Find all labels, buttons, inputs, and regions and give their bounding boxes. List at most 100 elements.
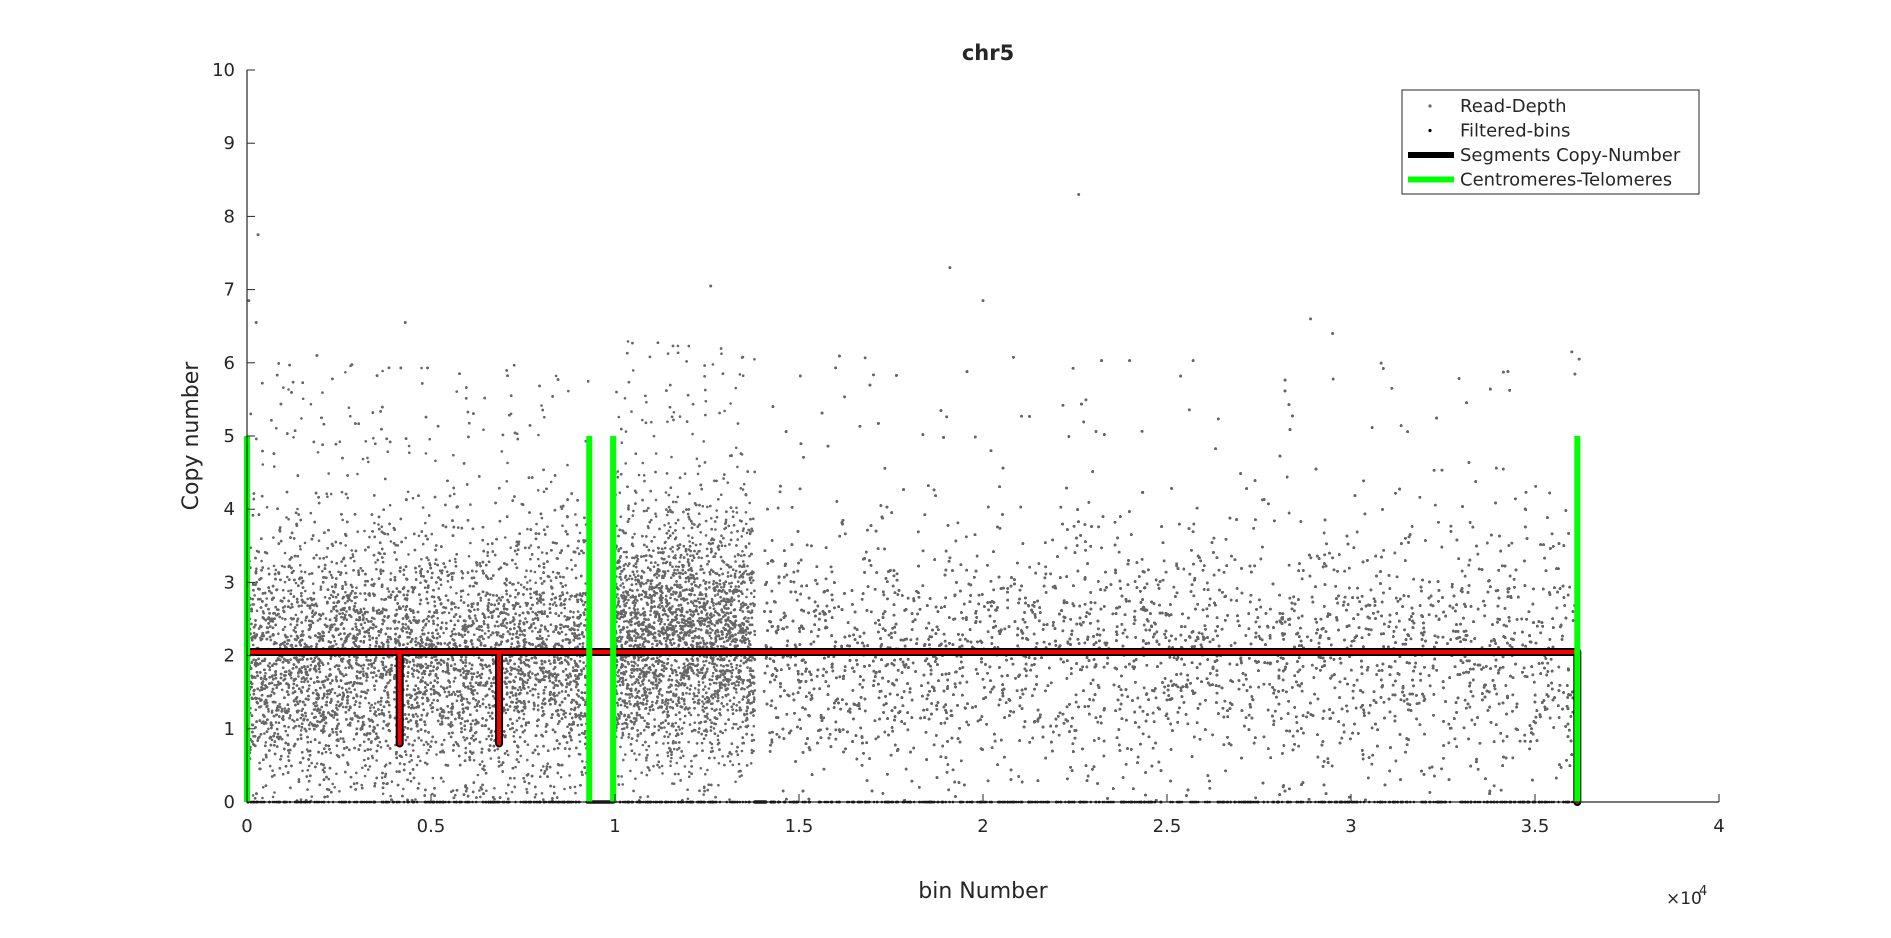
read-depth-point bbox=[493, 797, 496, 801]
read-depth-point bbox=[346, 496, 350, 500]
read-depth-point bbox=[250, 697, 254, 700]
read-depth-point bbox=[485, 737, 488, 741]
read-depth-point bbox=[464, 658, 467, 662]
read-depth-point bbox=[417, 782, 421, 785]
read-depth-point bbox=[405, 597, 409, 600]
read-depth-point bbox=[255, 567, 258, 570]
read-depth-point bbox=[470, 602, 474, 606]
read-depth-point bbox=[297, 778, 301, 781]
read-depth-point bbox=[377, 523, 380, 526]
read-depth-point bbox=[410, 759, 414, 762]
read-depth-point bbox=[277, 571, 281, 574]
read-depth-point bbox=[327, 630, 331, 634]
read-depth-point bbox=[483, 632, 487, 635]
read-depth-point bbox=[467, 555, 471, 558]
read-depth-point bbox=[387, 590, 391, 593]
read-depth-point bbox=[533, 570, 537, 574]
read-depth-point bbox=[452, 680, 456, 683]
read-depth-point bbox=[430, 740, 433, 743]
read-depth-point bbox=[540, 792, 544, 795]
read-depth-point bbox=[353, 688, 357, 691]
read-depth-point bbox=[531, 630, 534, 633]
read-depth-point bbox=[536, 704, 540, 707]
read-depth-point bbox=[563, 606, 566, 610]
read-depth-point bbox=[274, 568, 278, 572]
read-depth-point bbox=[325, 555, 328, 559]
read-depth-point bbox=[290, 602, 294, 606]
read-depth-point bbox=[324, 675, 328, 679]
read-depth-point bbox=[283, 565, 286, 569]
read-depth-point bbox=[482, 620, 486, 623]
read-depth-point bbox=[475, 675, 479, 678]
read-depth-point bbox=[349, 556, 353, 560]
read-depth-point bbox=[283, 625, 287, 629]
read-depth-point bbox=[576, 610, 580, 613]
read-depth-point bbox=[431, 776, 435, 780]
read-depth-point bbox=[542, 490, 546, 494]
read-depth-point bbox=[369, 748, 372, 751]
read-depth-point bbox=[316, 451, 320, 454]
read-depth-point bbox=[406, 490, 410, 494]
read-depth-point bbox=[366, 456, 369, 460]
read-depth-point bbox=[271, 769, 274, 772]
read-depth-point bbox=[272, 536, 275, 539]
read-depth-point bbox=[536, 557, 540, 561]
read-depth-point bbox=[559, 775, 563, 779]
read-depth-point bbox=[343, 580, 347, 584]
read-depth-point bbox=[472, 759, 476, 762]
read-depth-point bbox=[542, 765, 545, 768]
read-depth-point bbox=[318, 557, 322, 560]
read-depth-point bbox=[456, 526, 460, 529]
read-depth-point bbox=[370, 578, 374, 581]
read-depth-point bbox=[277, 680, 280, 684]
read-depth-point bbox=[251, 597, 255, 601]
read-depth-point bbox=[454, 793, 457, 797]
read-depth-point bbox=[324, 617, 328, 620]
read-depth-point bbox=[315, 553, 318, 557]
read-depth-point bbox=[429, 704, 432, 707]
read-depth-point bbox=[372, 436, 375, 440]
read-depth-point bbox=[299, 729, 303, 732]
read-depth-point bbox=[497, 624, 500, 628]
read-depth-point bbox=[374, 561, 377, 564]
read-depth-point bbox=[252, 631, 256, 635]
read-depth-point bbox=[283, 707, 287, 710]
read-depth-point bbox=[426, 683, 430, 687]
read-depth-point bbox=[458, 711, 461, 714]
read-depth-point bbox=[414, 798, 417, 801]
read-depth-point bbox=[322, 634, 326, 638]
read-depth-point bbox=[512, 616, 515, 619]
read-depth-point bbox=[368, 535, 371, 539]
read-depth-point bbox=[370, 703, 374, 707]
read-depth-point bbox=[261, 786, 265, 789]
read-depth-point bbox=[537, 696, 540, 699]
read-depth-point bbox=[470, 678, 474, 681]
read-depth-point bbox=[545, 638, 548, 641]
read-depth-point bbox=[533, 704, 536, 708]
read-depth-point bbox=[281, 606, 285, 609]
read-depth-point bbox=[350, 599, 354, 603]
read-depth-point bbox=[421, 506, 425, 509]
read-depth-point bbox=[377, 634, 381, 637]
read-depth-point bbox=[578, 753, 582, 756]
read-depth-point bbox=[335, 642, 338, 646]
read-depth-point bbox=[507, 600, 511, 604]
read-depth-point bbox=[395, 608, 398, 612]
read-depth-point bbox=[453, 557, 457, 561]
read-depth-point bbox=[537, 692, 540, 696]
read-depth-point bbox=[420, 558, 423, 561]
read-depth-point bbox=[412, 675, 415, 678]
read-depth-point bbox=[543, 769, 547, 773]
read-depth-point bbox=[506, 753, 510, 757]
read-depth-point bbox=[559, 505, 563, 509]
read-depth-point bbox=[301, 397, 305, 401]
read-depth-point bbox=[451, 789, 455, 792]
read-depth-point bbox=[362, 674, 366, 678]
read-depth-point bbox=[526, 527, 529, 531]
read-depth-point bbox=[401, 605, 405, 608]
read-depth-point bbox=[469, 503, 472, 506]
read-depth-point bbox=[353, 559, 356, 563]
read-depth-point bbox=[373, 521, 376, 525]
read-depth-point bbox=[389, 540, 393, 543]
read-depth-point bbox=[517, 760, 520, 764]
